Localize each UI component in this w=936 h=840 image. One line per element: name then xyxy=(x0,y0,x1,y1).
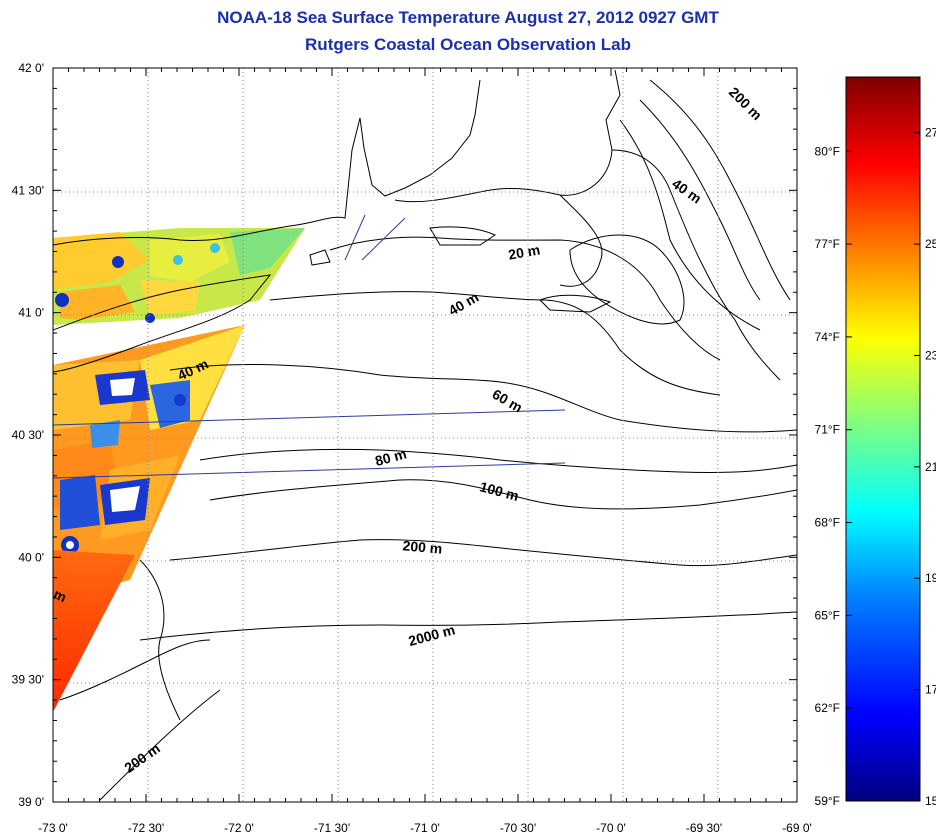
contour-label: m xyxy=(51,586,69,606)
fahrenheit-label: 80°F xyxy=(815,144,840,158)
map-title: NOAA-18 Sea Surface Temperature August 2… xyxy=(217,8,719,27)
lon-label: -71 30' xyxy=(314,821,350,835)
lat-label: 41 0' xyxy=(18,306,44,320)
fahrenheit-label: 71°F xyxy=(815,423,840,437)
fahrenheit-label: 65°F xyxy=(815,608,840,622)
fahrenheit-label: 59°F xyxy=(815,794,840,808)
lon-label: -70 0' xyxy=(596,821,626,835)
lat-label: 39 0' xyxy=(18,795,44,809)
lat-label: 42 0' xyxy=(18,61,44,75)
lon-label: -69 0' xyxy=(782,821,812,835)
lat-label: 40 0' xyxy=(18,550,44,564)
celsius-label: 27°C xyxy=(925,126,936,140)
contour-label: 20 m xyxy=(507,241,541,262)
satellite-swath xyxy=(53,228,305,712)
contour-label: 200 m xyxy=(402,537,443,556)
bathymetry-contours xyxy=(53,69,797,801)
fahrenheit-label: 77°F xyxy=(815,237,840,251)
celsius-label: 23°C xyxy=(925,348,936,362)
lon-label: -71 0' xyxy=(410,821,440,835)
colorbar xyxy=(845,76,921,802)
lat-label: 41 30' xyxy=(12,183,44,197)
fahrenheit-label: 74°F xyxy=(815,330,840,344)
lat-label: 39 30' xyxy=(12,673,44,687)
celsius-label: 21°C xyxy=(925,460,936,474)
map-grid xyxy=(53,68,797,802)
celsius-label: 17°C xyxy=(925,683,936,697)
lat-label: 40 30' xyxy=(12,428,44,442)
fahrenheit-label: 62°F xyxy=(815,701,840,715)
celsius-label: 19°C xyxy=(925,571,936,585)
contour-label: 200 m xyxy=(726,84,765,123)
lon-label: -73 0' xyxy=(38,821,68,835)
lon-label: -72 0' xyxy=(224,821,254,835)
contour-label: 100 m xyxy=(478,478,520,504)
lon-label: -69 30' xyxy=(686,821,722,835)
lon-label: -70 30' xyxy=(500,821,536,835)
lon-label: -72 30' xyxy=(128,821,164,835)
fahrenheit-label: 68°F xyxy=(815,516,840,530)
celsius-label: 15°C xyxy=(925,794,936,808)
celsius-label: 25°C xyxy=(925,237,936,251)
contour-label: 200 m xyxy=(121,740,163,776)
contour-label: 80 m xyxy=(373,445,408,469)
map-subtitle: Rutgers Coastal Ocean Observation Lab xyxy=(305,35,631,54)
